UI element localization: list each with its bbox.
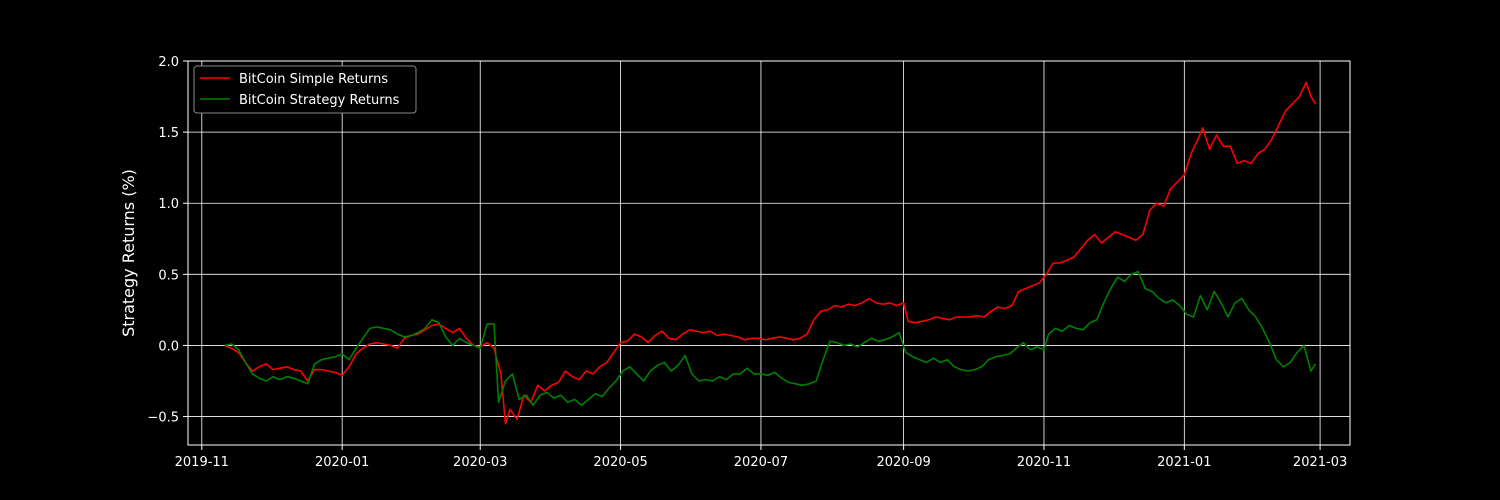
y-tick-label: 0.0 (158, 339, 179, 354)
x-tick-label: 2021-03 (1293, 455, 1347, 470)
x-tick-label: 2020-03 (453, 455, 507, 470)
x-tick-label: 2020-09 (876, 455, 930, 470)
x-tick-label: 2019-11 (175, 455, 229, 470)
legend: BitCoin Simple Returns BitCoin Strategy … (193, 65, 417, 114)
y-tick-label: 0.5 (158, 268, 179, 283)
series-layer (224, 81, 1317, 425)
series-line-strategy-returns (224, 270, 1317, 406)
y-tick-label: 2.0 (158, 55, 179, 70)
plot-frame (187, 60, 1351, 446)
legend-label-strategy: BitCoin Strategy Returns (239, 93, 400, 108)
y-tick-label: 1.5 (158, 126, 179, 141)
legend-box (193, 65, 417, 114)
y-tick-label: 1.0 (158, 197, 179, 212)
ticks: 2019-11 2020-01 2020-03 2020-05 2020-07 2020-… (147, 55, 1347, 470)
x-tick-label: 2021-01 (1157, 455, 1211, 470)
legend-label-simple: BitCoin Simple Returns (239, 72, 388, 87)
x-tick-label: 2020-07 (734, 455, 788, 470)
y-tick-label: −0.5 (147, 411, 179, 426)
y-axis-label: Strategy Returns (%) (119, 169, 138, 337)
x-tick-label: 2020-01 (315, 455, 369, 470)
x-tick-label: 2020-11 (1017, 455, 1071, 470)
x-tick-label: 2020-05 (593, 455, 647, 470)
